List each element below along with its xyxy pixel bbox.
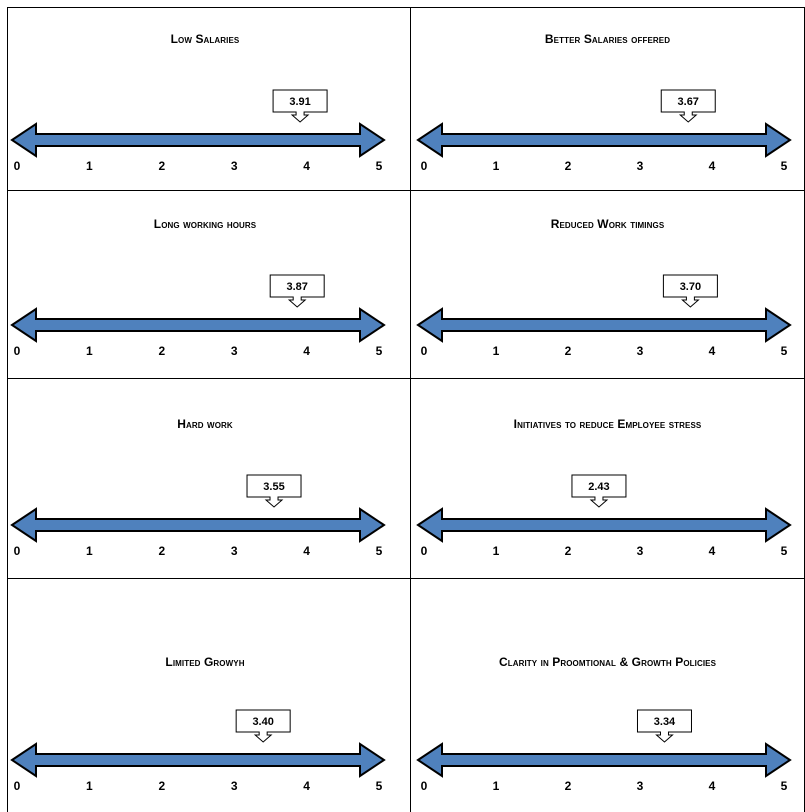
- value-label: 3.91: [289, 96, 310, 108]
- double-arrow-scale: [416, 307, 792, 343]
- tick-label: 5: [376, 779, 383, 793]
- scale-title: Limited Growyh: [165, 655, 245, 669]
- tick-label: 5: [781, 544, 788, 558]
- tick-label: 0: [421, 544, 428, 558]
- value-label: 3.67: [678, 96, 699, 108]
- double-arrow-scale: [10, 507, 386, 543]
- tick-label: 3: [637, 779, 644, 793]
- value-callout: [246, 474, 302, 508]
- tick-label: 1: [86, 544, 93, 558]
- row-divider: [7, 190, 805, 191]
- tick-label: 3: [637, 344, 644, 358]
- tick-label: 1: [493, 544, 500, 558]
- value-callout: [662, 274, 718, 308]
- scale-title: Long working hours: [153, 217, 257, 231]
- double-arrow-scale: [10, 742, 386, 778]
- double-arrow-scale: [416, 507, 792, 543]
- tick-label: 2: [565, 779, 572, 793]
- value-callout: [235, 709, 291, 743]
- value-label: 3.87: [286, 281, 307, 293]
- tick-label: 2: [565, 544, 572, 558]
- tick-label: 5: [376, 344, 383, 358]
- tick-label: 3: [231, 159, 238, 173]
- tick-label: 0: [14, 779, 21, 793]
- tick-label: 0: [14, 159, 21, 173]
- value-label: 2.43: [588, 481, 609, 493]
- tick-label: 0: [421, 159, 428, 173]
- tick-label: 5: [781, 779, 788, 793]
- border-middle: [410, 7, 411, 812]
- tick-label: 3: [231, 779, 238, 793]
- tick-label: 4: [709, 779, 716, 793]
- tick-label: 4: [709, 344, 716, 358]
- tick-label: 0: [14, 544, 21, 558]
- value-callout: [571, 474, 627, 508]
- tick-label: 1: [86, 159, 93, 173]
- value-callout: [660, 89, 716, 123]
- tick-label: 1: [493, 344, 500, 358]
- value-label: 3.55: [263, 481, 284, 493]
- tick-label: 1: [493, 159, 500, 173]
- double-arrow-scale: [416, 742, 792, 778]
- tick-label: 0: [14, 344, 21, 358]
- border-top: [7, 7, 805, 8]
- tick-label: 1: [493, 779, 500, 793]
- tick-label: 5: [781, 344, 788, 358]
- tick-label: 0: [421, 344, 428, 358]
- scale-title: Initiatives to reduce Employee stress: [513, 417, 702, 431]
- value-label: 3.40: [252, 716, 273, 728]
- value-callout: [269, 274, 325, 308]
- value-callout: [272, 89, 328, 123]
- value-label: 3.70: [680, 281, 701, 293]
- tick-label: 4: [303, 159, 310, 173]
- scale-title: Reduced Work timings: [550, 217, 665, 231]
- tick-label: 1: [86, 779, 93, 793]
- tick-label: 4: [303, 344, 310, 358]
- tick-label: 2: [565, 344, 572, 358]
- row-divider: [7, 578, 805, 579]
- tick-label: 2: [565, 159, 572, 173]
- value-label: 3.34: [654, 716, 676, 728]
- value-callout: [636, 709, 692, 743]
- tick-label: 2: [158, 344, 165, 358]
- tick-label: 4: [709, 159, 716, 173]
- scale-title: Clarity in Proomtional & Growth Policies: [498, 655, 717, 669]
- tick-label: 1: [86, 344, 93, 358]
- tick-label: 2: [158, 779, 165, 793]
- tick-label: 5: [781, 159, 788, 173]
- tick-label: 3: [231, 544, 238, 558]
- tick-label: 3: [231, 344, 238, 358]
- tick-label: 4: [303, 544, 310, 558]
- scale-title: Low Salaries: [170, 32, 240, 46]
- tick-label: 3: [637, 159, 644, 173]
- scale-title: Hard work: [177, 417, 233, 431]
- tick-label: 2: [158, 544, 165, 558]
- tick-label: 5: [376, 544, 383, 558]
- border-left: [7, 7, 8, 812]
- tick-label: 0: [421, 779, 428, 793]
- double-arrow-scale: [10, 307, 386, 343]
- tick-label: 4: [303, 779, 310, 793]
- double-arrow-scale: [10, 122, 386, 158]
- tick-label: 2: [158, 159, 165, 173]
- double-arrow-scale: [416, 122, 792, 158]
- tick-label: 4: [709, 544, 716, 558]
- row-divider: [7, 378, 805, 379]
- scale-title: Better Salaries offered: [544, 32, 671, 46]
- tick-label: 3: [637, 544, 644, 558]
- tick-label: 5: [376, 159, 383, 173]
